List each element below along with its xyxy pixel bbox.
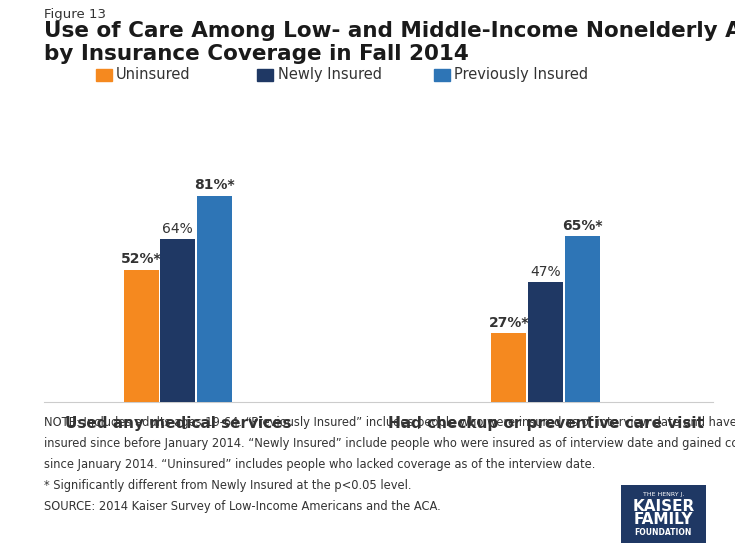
Text: NOTE: Includes adults ages 19-64. “Previously Insured” includes people who were : NOTE: Includes adults ages 19-64. “Previ… <box>44 416 735 429</box>
Text: THE HENRY J.: THE HENRY J. <box>642 491 684 496</box>
Text: 27%*: 27%* <box>489 316 529 330</box>
Text: Previously Insured: Previously Insured <box>454 67 588 83</box>
Text: Use of Care Among Low- and Middle-Income Nonelderly Adults,: Use of Care Among Low- and Middle-Income… <box>44 21 735 41</box>
Text: 47%: 47% <box>531 265 561 279</box>
Text: 81%*: 81%* <box>194 179 235 192</box>
Text: FAMILY: FAMILY <box>634 512 693 527</box>
Bar <box>160 239 196 402</box>
Text: SOURCE: 2014 Kaiser Survey of Low-Income Americans and the ACA.: SOURCE: 2014 Kaiser Survey of Low-Income… <box>44 500 441 513</box>
Bar <box>492 333 526 402</box>
Text: 64%: 64% <box>162 222 193 236</box>
Text: * Significantly different from Newly Insured at the p<0.05 level.: * Significantly different from Newly Ins… <box>44 479 412 492</box>
Bar <box>528 282 563 402</box>
Text: KAISER: KAISER <box>632 499 695 515</box>
Bar <box>565 236 600 402</box>
Text: Uninsured: Uninsured <box>116 67 191 83</box>
Text: FOUNDATION: FOUNDATION <box>634 528 692 537</box>
Text: insured since before January 2014. “Newly Insured” include people who were insur: insured since before January 2014. “Newl… <box>44 437 735 450</box>
Text: Figure 13: Figure 13 <box>44 8 106 21</box>
Text: 52%*: 52%* <box>121 252 162 267</box>
Text: Newly Insured: Newly Insured <box>278 67 381 83</box>
Bar <box>123 269 159 402</box>
Text: 65%*: 65%* <box>562 219 603 233</box>
Bar <box>197 196 232 402</box>
Text: by Insurance Coverage in Fall 2014: by Insurance Coverage in Fall 2014 <box>44 44 469 64</box>
Text: since January 2014. “Uninsured” includes people who lacked coverage as of the in: since January 2014. “Uninsured” includes… <box>44 458 595 471</box>
